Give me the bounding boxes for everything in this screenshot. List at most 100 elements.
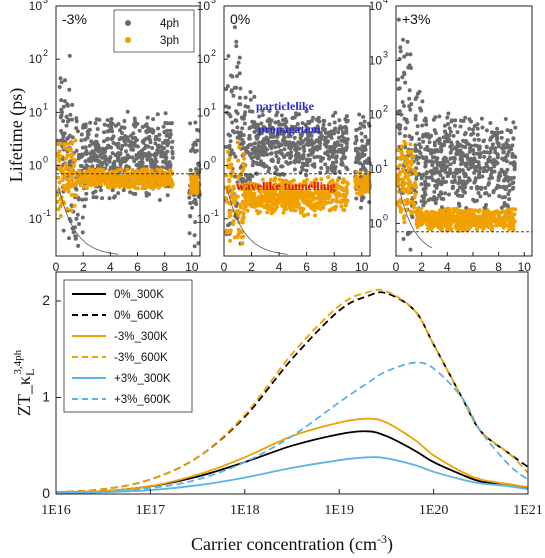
point-3ph xyxy=(242,182,247,187)
point-3ph xyxy=(360,187,365,192)
point-3ph xyxy=(236,232,241,237)
point-3ph xyxy=(128,184,133,188)
point-4ph xyxy=(339,143,344,148)
point-4ph xyxy=(471,197,476,202)
point-4ph xyxy=(82,204,87,209)
point-4ph xyxy=(430,197,435,202)
point-4ph xyxy=(398,45,403,50)
point-3ph xyxy=(268,181,273,186)
y-tick-label: 10 xyxy=(29,212,43,226)
point-4ph xyxy=(332,171,337,175)
point-3ph xyxy=(284,178,289,183)
point-3ph xyxy=(439,219,444,223)
point-3ph xyxy=(70,141,74,146)
point-4ph xyxy=(297,126,302,131)
point-4ph xyxy=(79,138,84,143)
point-3ph xyxy=(157,179,162,184)
point-3ph xyxy=(489,217,493,222)
point-4ph xyxy=(448,162,453,167)
point-4ph xyxy=(508,161,513,166)
point-4ph xyxy=(365,161,370,165)
point-4ph xyxy=(160,154,165,159)
point-3ph xyxy=(414,210,419,215)
point-4ph xyxy=(295,122,300,126)
point-3ph xyxy=(227,184,232,189)
point-4ph xyxy=(268,119,272,124)
point-4ph xyxy=(258,159,263,164)
point-3ph xyxy=(237,186,241,191)
legend-label-4ph: 4ph xyxy=(160,18,179,30)
point-3ph xyxy=(127,176,132,181)
point-4ph xyxy=(344,147,349,152)
point-4ph xyxy=(416,161,421,166)
point-4ph xyxy=(424,156,429,161)
point-4ph xyxy=(417,137,422,142)
point-4ph xyxy=(449,118,454,123)
point-4ph xyxy=(472,124,477,128)
point-4ph xyxy=(496,178,501,183)
point-3ph xyxy=(224,173,229,178)
point-3ph xyxy=(72,183,77,188)
point-3ph xyxy=(296,187,301,192)
legend-marker-3ph xyxy=(125,37,131,43)
point-4ph xyxy=(316,115,321,120)
point-4ph xyxy=(59,80,64,85)
point-4ph xyxy=(188,168,193,173)
point-4ph xyxy=(413,117,418,122)
point-4ph xyxy=(234,118,239,123)
point-4ph xyxy=(422,190,427,195)
curve-0%_300K xyxy=(55,430,529,493)
point-3ph xyxy=(407,184,412,189)
point-3ph xyxy=(256,211,261,216)
point-4ph xyxy=(448,167,453,172)
point-3ph xyxy=(130,168,135,172)
point-4ph xyxy=(279,113,284,118)
strain-label: -3% xyxy=(62,11,87,27)
point-4ph xyxy=(360,148,364,153)
point-4ph xyxy=(74,187,79,192)
point-3ph xyxy=(467,220,472,225)
point-4ph xyxy=(484,191,489,196)
point-4ph xyxy=(401,237,406,241)
x-tick-label: 10 xyxy=(185,260,199,274)
point-3ph xyxy=(95,172,100,177)
y-tick-exponent: -1 xyxy=(211,208,219,218)
point-3ph xyxy=(285,194,290,199)
point-4ph xyxy=(423,200,428,205)
y-tick-exponent: 1 xyxy=(43,101,48,111)
point-3ph xyxy=(486,220,491,225)
point-4ph xyxy=(360,138,364,143)
point-4ph xyxy=(276,160,281,164)
point-4ph xyxy=(330,160,335,165)
point-3ph xyxy=(489,228,494,233)
point-4ph xyxy=(119,125,124,130)
point-3ph xyxy=(310,193,315,198)
point-4ph xyxy=(443,156,448,161)
point-4ph xyxy=(64,114,69,119)
point-3ph xyxy=(280,203,285,208)
zt-legend-box xyxy=(63,279,193,413)
point-4ph xyxy=(194,167,198,171)
y-tick-exponent: 1 xyxy=(211,101,216,111)
point-4ph xyxy=(361,162,366,167)
point-4ph xyxy=(87,128,91,133)
point-4ph xyxy=(439,149,443,154)
point-4ph xyxy=(325,149,330,154)
point-3ph xyxy=(485,224,490,229)
point-4ph xyxy=(227,143,232,148)
point-4ph xyxy=(318,155,323,159)
point-4ph xyxy=(121,188,126,193)
point-4ph xyxy=(499,130,504,135)
point-4ph xyxy=(284,119,289,124)
point-4ph xyxy=(66,119,70,124)
point-3ph xyxy=(425,213,429,218)
point-3ph xyxy=(319,177,324,182)
point-4ph xyxy=(270,134,275,139)
point-3ph xyxy=(480,215,485,220)
y-tick-label: 10 xyxy=(369,0,383,13)
point-4ph xyxy=(511,136,516,141)
point-4ph xyxy=(410,215,415,220)
point-3ph xyxy=(445,214,450,219)
point-4ph xyxy=(472,137,477,142)
point-3ph xyxy=(510,220,515,225)
